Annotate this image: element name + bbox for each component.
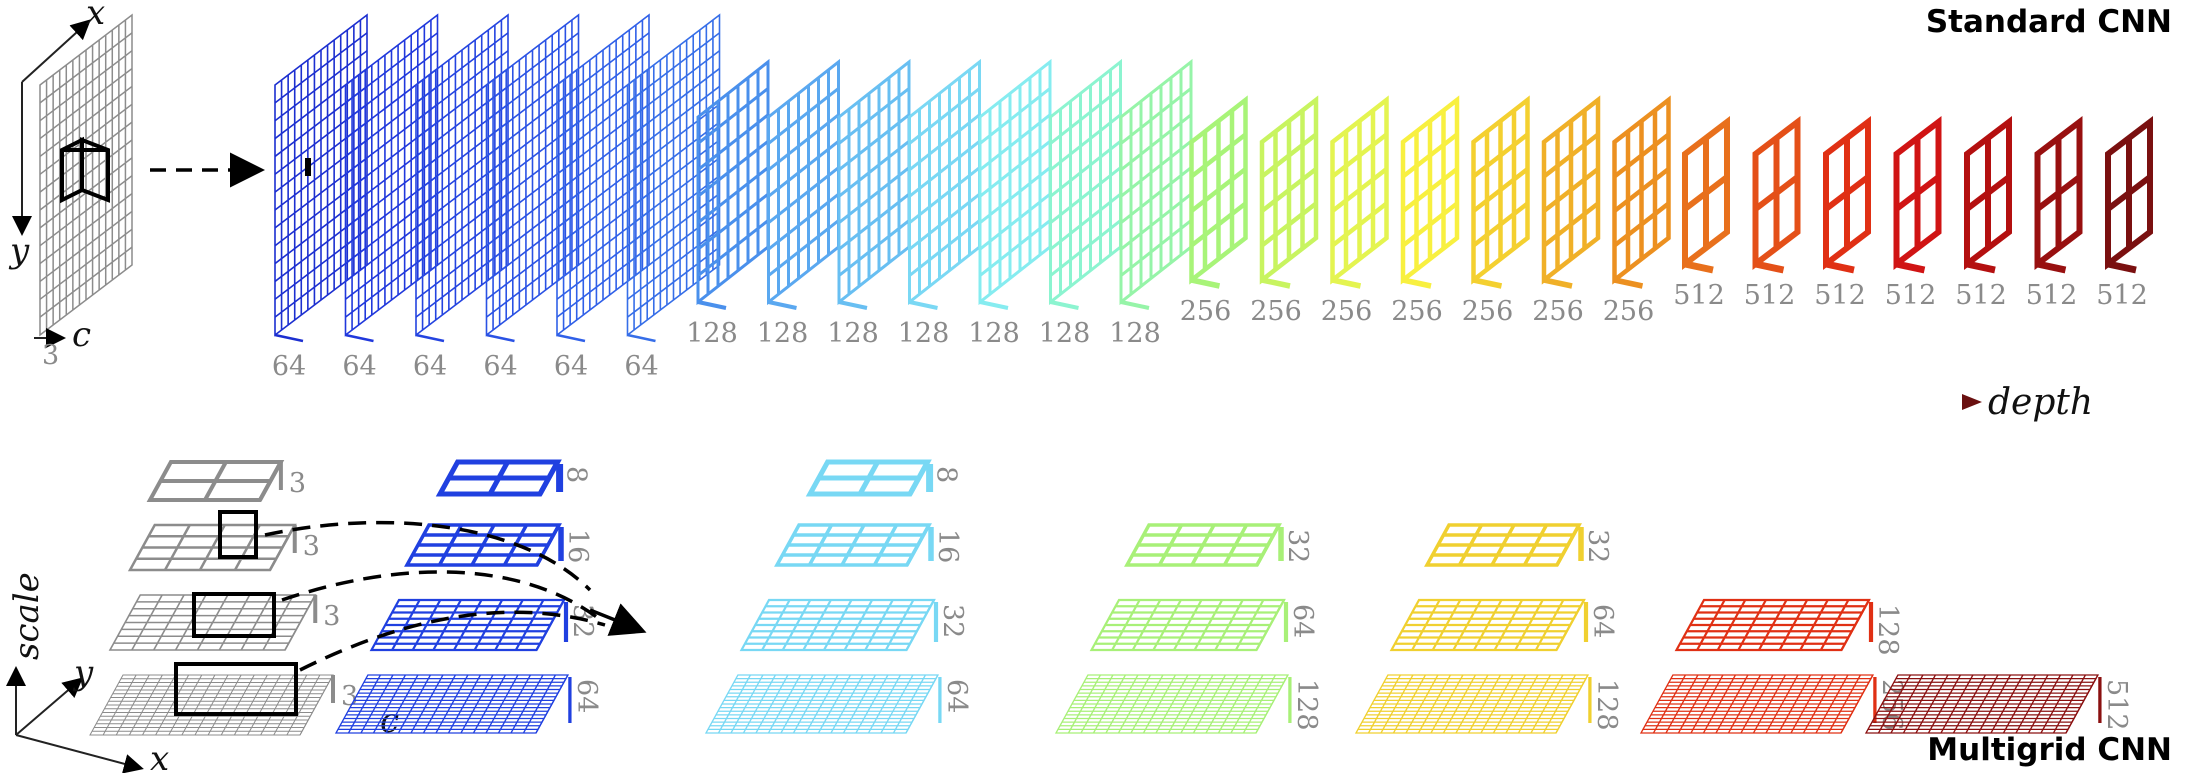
grid-channel-label: 64 xyxy=(1287,604,1318,638)
standard-layer-plane: 128 xyxy=(757,58,840,349)
standard-layer-plane: 256 xyxy=(1250,95,1319,327)
multigrid-stage: 32 64 128 xyxy=(1054,523,1322,734)
grid-channel-label: 128 xyxy=(1872,604,1903,656)
input-scale-grid: 3 xyxy=(108,594,340,651)
layer-channel-label: 128 xyxy=(1039,318,1091,349)
standard-layer-plane: 256 xyxy=(1603,95,1671,327)
multigrid-cnn-title: Multigrid CNN xyxy=(1927,732,2172,768)
grid-channel-label: 8 xyxy=(931,466,962,483)
standard-cnn-layers: 64 64 64 64 64 64 128 128 128 128 128 128 128 256 256 2… xyxy=(272,13,2153,382)
layer-channel-label: 128 xyxy=(686,318,738,349)
multigrid-stage: 32 64 128 xyxy=(1354,523,1622,734)
grid-channel-label: 64 xyxy=(941,679,972,713)
layer-channel-label: 256 xyxy=(1462,296,1514,327)
input-scale-grid: 3 xyxy=(127,523,320,572)
standard-layer-plane: 256 xyxy=(1391,95,1460,327)
standard-layer-plane: 512 xyxy=(1885,115,1942,311)
standard-layer-plane: 128 xyxy=(686,58,770,349)
input-channel-label: 3 xyxy=(289,468,306,499)
layer-channel-label: 64 xyxy=(413,351,447,382)
layer-channel-label: 256 xyxy=(1532,296,1584,327)
grid-channel-label: 16 xyxy=(932,529,963,563)
layer-channel-label: 512 xyxy=(2026,280,2078,311)
layer-channel-label: 512 xyxy=(1955,280,2007,311)
layer-channel-label: 128 xyxy=(968,318,1020,349)
layer-channel-label: 64 xyxy=(272,351,306,382)
standard-layer-plane: 512 xyxy=(2096,115,2153,311)
layer-channel-label: 256 xyxy=(1250,296,1302,327)
standard-layer-plane: 512 xyxy=(2026,115,2083,311)
grid-channel-label: 64 xyxy=(1587,604,1618,638)
standard-layer-plane: 512 xyxy=(1814,115,1871,311)
y-axis-label: y xyxy=(8,231,30,271)
c-axis-label-top: c xyxy=(72,315,91,355)
standard-layer-plane: 256 xyxy=(1180,95,1248,327)
scale-axis-label: scale xyxy=(7,572,47,660)
layer-channel-label: 64 xyxy=(624,351,658,382)
multigrid-stage: 8 16 32 64 xyxy=(704,459,972,734)
multigrid-input-axes: scale y x c xyxy=(5,572,399,773)
multigrid-connections xyxy=(264,520,647,672)
grid-channel-label: 32 xyxy=(1582,529,1613,563)
input-scale-grid: 3 xyxy=(89,674,358,736)
standard-layer-plane: 256 xyxy=(1532,95,1601,327)
layer-channel-label: 256 xyxy=(1180,296,1232,327)
standard-layer-plane: 256 xyxy=(1321,95,1389,327)
grid-channel-label: 32 xyxy=(937,604,968,638)
standard-layer-plane: 64 xyxy=(624,13,721,382)
input-channel-label: 3 xyxy=(303,531,320,562)
standard-layer-plane: 512 xyxy=(1744,115,1801,311)
y-axis-label-bottom: y xyxy=(72,653,94,693)
grid-channel-label: 128 xyxy=(1291,679,1322,731)
standard-layer-plane: 64 xyxy=(554,13,650,382)
layer-channel-label: 256 xyxy=(1603,296,1655,327)
receptive-field-cube xyxy=(60,136,110,204)
standard-input-plane xyxy=(39,13,133,337)
standard-layer-plane: 128 xyxy=(827,58,911,349)
grid-channel-label: 128 xyxy=(1591,679,1622,731)
depth-label: depth xyxy=(1988,382,2093,423)
grid-channel-label: 8 xyxy=(561,466,592,483)
depth-axis: depth xyxy=(198,382,2093,423)
grid-channel-label: 64 xyxy=(571,679,602,713)
layer-channel-label: 128 xyxy=(757,318,809,349)
multigrid-input-pyramid: 3 3 3 3 xyxy=(89,460,358,736)
grid-channel-label: 32 xyxy=(1282,529,1313,563)
multigrid-stage: 512 xyxy=(1864,674,2132,734)
input-channel-label: 3 xyxy=(323,601,340,632)
standard-cnn-title: Standard CNN xyxy=(1926,4,2172,40)
layer-channel-label: 512 xyxy=(1814,280,1866,311)
layer-channel-label: 128 xyxy=(898,318,950,349)
x-axis-label-bottom: x xyxy=(150,739,169,773)
layer-channel-label: 64 xyxy=(483,351,517,382)
input-scale-grid: 3 xyxy=(146,460,306,502)
standard-layer-plane: 512 xyxy=(1673,115,1730,311)
layer-channel-label: 256 xyxy=(1391,296,1443,327)
standard-input-axes: x y c 3 xyxy=(8,0,105,371)
grid-channel-label: 512 xyxy=(2101,679,2132,731)
layer-channel-label: 512 xyxy=(1885,280,1937,311)
layer-channel-label: 512 xyxy=(2096,280,2148,311)
layer-channel-label: 512 xyxy=(1673,280,1725,311)
standard-layer-plane: 512 xyxy=(1955,115,2012,311)
layer-channel-label: 64 xyxy=(554,351,588,382)
input-channel-label: 3 xyxy=(42,340,59,371)
standard-layer-plane: 128 xyxy=(1039,58,1122,349)
standard-layer-plane: 256 xyxy=(1462,95,1530,327)
layer-channel-label: 64 xyxy=(342,351,376,382)
layer-channel-label: 128 xyxy=(827,318,879,349)
receptive-field-boxes xyxy=(174,510,298,716)
layer-channel-label: 512 xyxy=(1744,280,1796,311)
x-axis-label: x xyxy=(86,0,105,33)
layer-channel-label: 256 xyxy=(1321,296,1373,327)
grid-channel-label: 16 xyxy=(562,529,593,563)
feature-point xyxy=(305,158,311,176)
layer-channel-label: 128 xyxy=(1109,318,1161,349)
